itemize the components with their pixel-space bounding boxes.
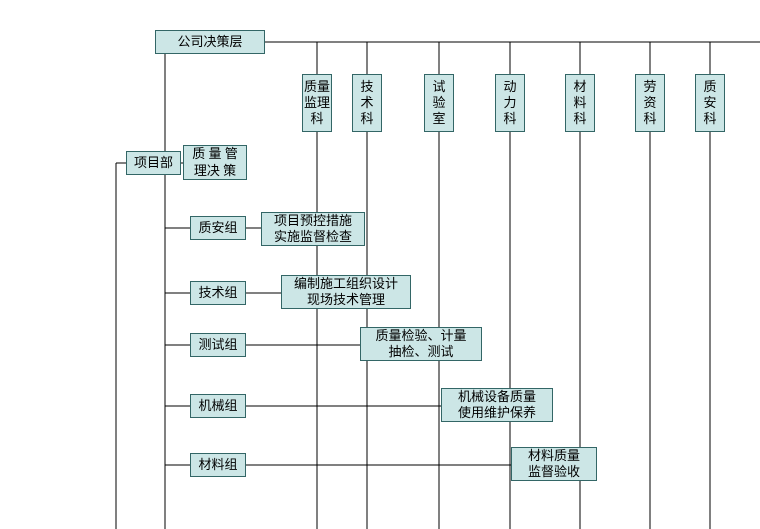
node-label-g_mat: 材料组 xyxy=(198,457,237,473)
node-top: 公司决策层 xyxy=(155,30,265,54)
node-label-g_tech: 技术组 xyxy=(198,285,237,301)
node-label-r_qa: 项目预控措施 实施监督检查 xyxy=(274,213,352,246)
node-label-g_test: 测试组 xyxy=(198,337,237,353)
node-label-proj: 项目部 xyxy=(134,155,173,171)
node-label-dep7: 质 安 科 xyxy=(703,79,716,128)
node-label-r_mat: 材料质量 监督验收 xyxy=(528,448,580,481)
node-label-dep3: 试 验 室 xyxy=(432,79,445,128)
node-r_qa: 项目预控措施 实施监督检查 xyxy=(261,212,365,246)
node-proj: 项目部 xyxy=(126,151,181,175)
node-label-r_tech: 编制施工组织设计 现场技术管理 xyxy=(294,276,398,309)
node-label-g_qa: 质安组 xyxy=(198,220,237,236)
node-g_mach: 机械组 xyxy=(190,394,246,418)
node-g_qa: 质安组 xyxy=(190,216,246,240)
node-g_tech: 技术组 xyxy=(190,281,246,305)
node-label-projPolicy: 质 量 管 理决 策 xyxy=(192,146,238,179)
node-label-dep6: 劳 资 科 xyxy=(643,79,656,128)
node-label-dep1: 质量 监理 科 xyxy=(304,79,330,128)
node-label-r_mach: 机械设备质量 使用维护保养 xyxy=(458,389,536,422)
node-projPolicy: 质 量 管 理决 策 xyxy=(183,145,247,180)
node-r_test: 质量检验、计量 抽检、测试 xyxy=(360,327,482,361)
node-label-dep4: 动 力 科 xyxy=(503,79,516,128)
node-dep1: 质量 监理 科 xyxy=(302,74,332,132)
node-g_mat: 材料组 xyxy=(190,453,246,477)
node-dep4: 动 力 科 xyxy=(495,74,525,132)
node-label-g_mach: 机械组 xyxy=(198,398,237,414)
node-g_test: 测试组 xyxy=(190,333,246,357)
node-dep3: 试 验 室 xyxy=(424,74,454,132)
node-r_tech: 编制施工组织设计 现场技术管理 xyxy=(281,275,411,309)
node-label-top: 公司决策层 xyxy=(177,34,242,50)
node-label-r_test: 质量检验、计量 抽检、测试 xyxy=(375,328,466,361)
node-dep5: 材 料 科 xyxy=(565,74,595,132)
node-dep7: 质 安 科 xyxy=(695,74,725,132)
node-dep6: 劳 资 科 xyxy=(635,74,665,132)
node-label-dep5: 材 料 科 xyxy=(573,79,586,128)
node-dep2: 技 术 科 xyxy=(352,74,382,132)
node-r_mach: 机械设备质量 使用维护保养 xyxy=(441,388,553,422)
node-label-dep2: 技 术 科 xyxy=(360,79,373,128)
node-r_mat: 材料质量 监督验收 xyxy=(511,447,597,481)
